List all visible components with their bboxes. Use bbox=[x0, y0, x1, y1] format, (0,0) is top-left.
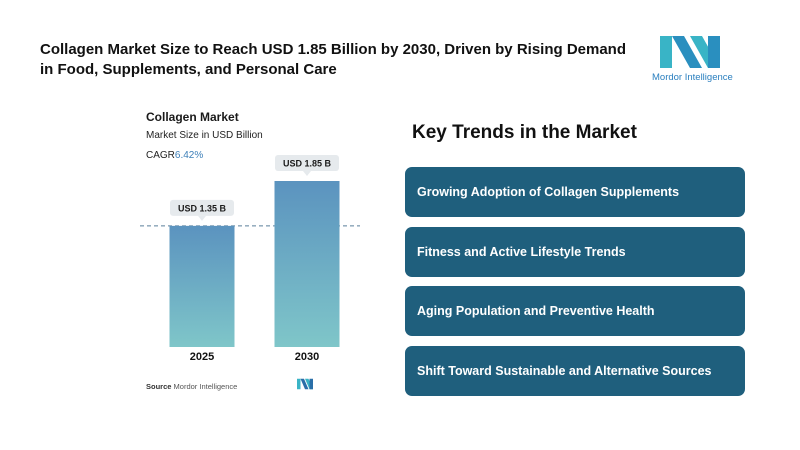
bar-2030 bbox=[274, 181, 340, 347]
mordor-intelligence-logo-icon bbox=[660, 36, 720, 68]
chart-source: Source Mordor Intelligence bbox=[146, 382, 237, 391]
bar-chart: USD 1.35 B 2025 USD 1.85 B 2030 bbox=[140, 155, 360, 363]
data-label: USD 1.85 B bbox=[283, 159, 332, 169]
bar-2025 bbox=[169, 225, 235, 347]
trend-card: Growing Adoption of Collagen Supplements bbox=[405, 167, 745, 217]
trend-card: Aging Population and Preventive Health bbox=[405, 286, 745, 336]
cagr-label: CAGR6.42% bbox=[146, 150, 203, 161]
page-headline: Collagen Market Size to Reach USD 1.85 B… bbox=[40, 41, 627, 78]
data-label-box bbox=[275, 155, 339, 171]
trend-card: Shift Toward Sustainable and Alternative… bbox=[405, 346, 745, 396]
trends-heading: Key Trends in the Market bbox=[412, 122, 637, 143]
source-text: Mordor Intelligence bbox=[173, 382, 238, 391]
data-label: USD 1.35 B bbox=[178, 203, 227, 213]
source-logo-icon bbox=[297, 378, 313, 390]
data-label-pointer bbox=[198, 215, 206, 221]
chart-title: Collagen Market bbox=[146, 110, 239, 124]
cagr-value: 6.42% bbox=[174, 150, 204, 161]
brand-name: Mordor Intelligence bbox=[652, 72, 733, 83]
data-label-box bbox=[170, 199, 234, 216]
trend-card: Fitness and Active Lifestyle Trends bbox=[405, 227, 745, 277]
x-tick-label: 2025 bbox=[190, 351, 214, 363]
cagr-label-text: CAGR bbox=[146, 150, 175, 161]
x-tick-label: 2030 bbox=[295, 351, 319, 363]
source-label: Source bbox=[146, 382, 172, 391]
data-label-pointer bbox=[303, 171, 311, 176]
chart-subtitle: Market Size in USD Billion bbox=[146, 130, 263, 141]
